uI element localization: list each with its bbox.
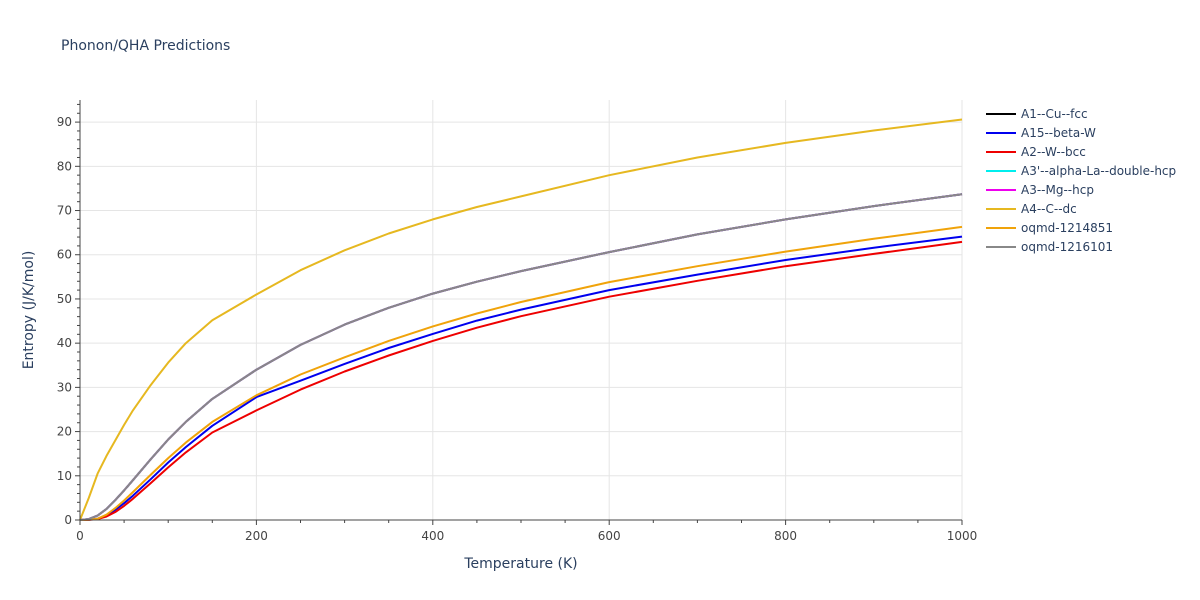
y-tick-label: 30 — [57, 380, 72, 394]
axes — [75, 100, 963, 525]
x-axis-title: Temperature (K) — [463, 556, 577, 572]
y-tick-label: 90 — [57, 115, 72, 129]
series-line — [79, 240, 963, 521]
legend[interactable]: A1--Cu--fcc A15--beta-W A2--W--bcc A3'--alp… — [986, 107, 1176, 254]
x-tick-label: 600 — [598, 529, 621, 543]
legend-item[interactable]: A4--C--dc — [986, 202, 1077, 216]
legend-label: oqmd-1214851 — [1021, 221, 1113, 235]
chart-title: Phonon/QHA Predictions — [61, 38, 230, 54]
legend-label: A2--W--bcc — [1021, 145, 1086, 159]
plot-lines — [79, 118, 963, 521]
series-line — [79, 193, 963, 521]
x-tick-label: 400 — [421, 529, 444, 543]
series-line — [79, 118, 963, 521]
y-tick-label: 10 — [57, 469, 72, 483]
legend-item[interactable]: A2--W--bcc — [986, 145, 1086, 159]
legend-label: A4--C--dc — [1021, 202, 1077, 216]
y-tick-label: 70 — [57, 204, 72, 218]
series-line — [79, 225, 963, 521]
legend-label: A1--Cu--fcc — [1021, 107, 1088, 121]
legend-item[interactable]: A3--Mg--hcp — [986, 183, 1094, 197]
x-tick-label: 1000 — [947, 529, 978, 543]
series-line — [79, 193, 963, 521]
y-tick-labels: 0 10 20 30 40 50 60 70 80 90 — [57, 115, 72, 527]
series-line — [79, 235, 963, 521]
legend-item[interactable]: A1--Cu--fcc — [986, 107, 1088, 121]
y-tick-label: 40 — [57, 336, 72, 350]
y-tick-label: 60 — [57, 248, 72, 262]
grid — [80, 100, 963, 520]
legend-item[interactable]: A15--beta-W — [986, 126, 1096, 140]
legend-item[interactable]: oqmd-1216101 — [986, 240, 1113, 254]
series-line — [79, 193, 963, 521]
legend-label: A3'--alpha-La--double-hcp — [1021, 164, 1176, 178]
y-tick-label: 50 — [57, 292, 72, 306]
x-tick-labels: 0 200 400 600 800 1000 — [76, 529, 977, 543]
series-line — [79, 193, 963, 521]
x-tick-label: 800 — [774, 529, 797, 543]
y-tick-label: 0 — [64, 513, 72, 527]
legend-label: A3--Mg--hcp — [1021, 183, 1094, 197]
y-tick-label: 20 — [57, 425, 72, 439]
legend-label: A15--beta-W — [1021, 126, 1096, 140]
x-tick-label: 200 — [245, 529, 268, 543]
x-tick-label: 0 — [76, 529, 84, 543]
legend-item[interactable]: oqmd-1214851 — [986, 221, 1113, 235]
legend-label: oqmd-1216101 — [1021, 240, 1113, 254]
y-axis-title: Entropy (J/K/mol) — [21, 251, 37, 370]
legend-item[interactable]: A3'--alpha-La--double-hcp — [986, 164, 1176, 178]
y-tick-label: 80 — [57, 159, 72, 173]
